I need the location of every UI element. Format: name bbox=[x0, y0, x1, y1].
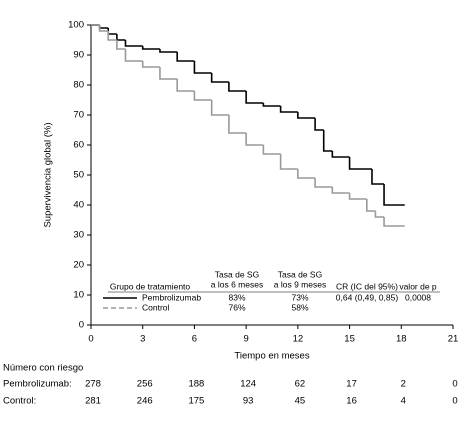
risk-title: Número con riesgo bbox=[3, 363, 83, 374]
risk-value: 45 bbox=[295, 396, 306, 407]
risk-value: 0 bbox=[452, 379, 457, 390]
x-tick-label: 9 bbox=[243, 334, 248, 345]
survival-step bbox=[98, 25, 109, 32]
legend-header: valor de p bbox=[399, 281, 437, 291]
survival-step bbox=[116, 40, 126, 50]
legend-header: Tasa de SG bbox=[215, 269, 259, 279]
survival-step bbox=[193, 91, 212, 101]
survival-step bbox=[331, 151, 350, 158]
y-tick-label: 60 bbox=[73, 140, 84, 151]
y-tick-label: 0 bbox=[79, 320, 84, 331]
survival-step bbox=[297, 112, 316, 119]
survival-step bbox=[176, 52, 195, 62]
survival-step bbox=[279, 154, 298, 170]
legend-header: a los 6 meses bbox=[211, 279, 263, 289]
x-tick-label: 18 bbox=[396, 334, 407, 345]
y-tick-label: 30 bbox=[73, 230, 84, 241]
legend-cell: 58% bbox=[291, 302, 308, 312]
survival-step bbox=[383, 217, 405, 227]
risk-value: 175 bbox=[188, 396, 204, 407]
survival-step bbox=[314, 178, 333, 188]
x-axis-title: Tiempo en meses bbox=[234, 351, 309, 362]
survival-step bbox=[159, 49, 178, 53]
survival-step bbox=[331, 187, 350, 194]
survival-step bbox=[374, 211, 385, 218]
legend-cell: 0,0008 bbox=[405, 292, 431, 302]
risk-value: 0 bbox=[452, 396, 457, 407]
legend-label: Pembrolizumab bbox=[142, 292, 201, 302]
risk-value: 4 bbox=[401, 396, 406, 407]
y-tick-label: 90 bbox=[73, 50, 84, 61]
legend-label: Control bbox=[142, 302, 170, 312]
survival-step bbox=[98, 25, 109, 29]
x-tick-label: 12 bbox=[293, 334, 304, 345]
legend-header: CR (IC del 95%) bbox=[336, 281, 398, 291]
legend-cell: 83% bbox=[228, 292, 245, 302]
survival-step bbox=[176, 79, 195, 92]
risk-value: 246 bbox=[137, 396, 153, 407]
risk-value: 278 bbox=[85, 379, 101, 390]
y-tick-label: 20 bbox=[73, 260, 84, 271]
survival-step bbox=[383, 184, 405, 206]
survival-step bbox=[348, 157, 372, 170]
legend-header: Tasa de SG bbox=[278, 269, 322, 279]
legend-header: Grupo de tratamiento bbox=[110, 281, 191, 291]
risk-value: 17 bbox=[346, 379, 357, 390]
x-tick-label: 15 bbox=[344, 334, 355, 345]
survival-step bbox=[314, 118, 324, 131]
survival-step bbox=[348, 193, 367, 200]
survival-step bbox=[262, 103, 281, 107]
survival-step bbox=[210, 73, 229, 83]
x-tick-label: 3 bbox=[140, 334, 145, 345]
risk-value: 256 bbox=[137, 379, 153, 390]
survival-step bbox=[141, 61, 160, 68]
survival-step bbox=[245, 91, 264, 104]
survival-step bbox=[107, 31, 117, 41]
risk-value: 124 bbox=[240, 379, 256, 390]
y-axis-title: Supervivencia global (%) bbox=[43, 122, 54, 227]
survival-step bbox=[124, 40, 143, 47]
risk-value: 188 bbox=[188, 379, 204, 390]
x-tick-label: 0 bbox=[88, 334, 93, 345]
survival-step bbox=[210, 100, 229, 116]
survival-step bbox=[116, 34, 126, 41]
survival-step bbox=[141, 46, 160, 50]
survival-step bbox=[159, 67, 178, 80]
survival-step bbox=[322, 130, 333, 152]
y-tick-label: 100 bbox=[68, 20, 84, 31]
y-tick-label: 50 bbox=[73, 170, 84, 181]
y-tick-label: 40 bbox=[73, 200, 84, 211]
risk-value: 16 bbox=[346, 396, 357, 407]
y-tick-label: 80 bbox=[73, 80, 84, 91]
survival-step bbox=[107, 28, 117, 35]
y-tick-label: 70 bbox=[73, 110, 84, 121]
risk-label: Pembrolizumab: bbox=[3, 379, 72, 390]
survival-step bbox=[228, 82, 247, 92]
risk-value: 2 bbox=[401, 379, 406, 390]
risk-value: 93 bbox=[243, 396, 254, 407]
survival-step bbox=[193, 61, 212, 74]
survival-step bbox=[366, 199, 376, 212]
survival-step bbox=[279, 106, 298, 113]
survival-step bbox=[371, 169, 385, 185]
survival-step bbox=[124, 49, 143, 62]
legend-cell: 0,64 (0,49, 0,85) bbox=[336, 292, 399, 302]
survival-step bbox=[228, 115, 247, 134]
risk-value: 62 bbox=[295, 379, 306, 390]
legend-cell: 76% bbox=[228, 302, 245, 312]
y-tick-label: 10 bbox=[73, 290, 84, 301]
survival-step bbox=[297, 169, 316, 179]
survival-step bbox=[245, 133, 264, 146]
x-tick-label: 21 bbox=[448, 334, 459, 345]
legend-cell: 73% bbox=[291, 292, 308, 302]
legend-header: a los 9 meses bbox=[274, 279, 326, 289]
x-tick-label: 6 bbox=[192, 334, 197, 345]
risk-label: Control: bbox=[3, 396, 36, 407]
risk-value: 281 bbox=[85, 396, 101, 407]
survival-step bbox=[262, 145, 281, 155]
